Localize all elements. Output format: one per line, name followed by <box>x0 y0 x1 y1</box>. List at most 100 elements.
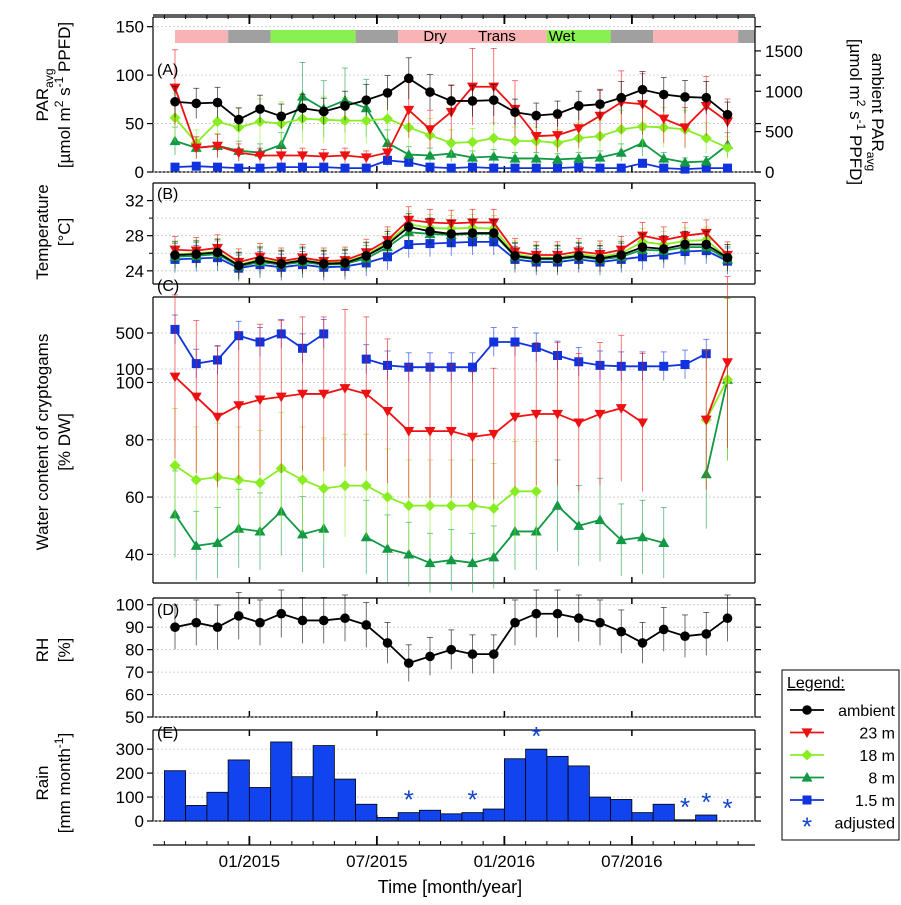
data-point <box>425 651 435 662</box>
data-point <box>530 409 542 420</box>
y2-tick-label: 1000 <box>765 82 803 101</box>
data-point <box>637 242 648 252</box>
x-axis-label: Time [month/year] <box>378 877 522 897</box>
data-point <box>659 163 669 173</box>
data-point <box>467 228 478 238</box>
asterisk-icon: * <box>802 812 812 842</box>
data-point <box>658 244 669 254</box>
season-label-dry: Dry <box>423 28 447 45</box>
data-point <box>170 250 180 260</box>
data-point <box>658 152 670 163</box>
y-tick-label: 60 <box>125 488 144 507</box>
data-point <box>531 110 542 121</box>
data-point <box>212 412 223 423</box>
rain-bar <box>610 799 633 822</box>
adjusted-asterisk: * <box>531 721 541 751</box>
rain-bar <box>418 809 442 822</box>
data-point <box>191 249 202 259</box>
season-bar: Dry Trans Wet <box>175 28 755 45</box>
y-tick-label: 80 <box>125 641 144 660</box>
data-point <box>339 151 351 162</box>
data-point <box>446 229 457 239</box>
data-point <box>212 537 223 548</box>
rain-bar <box>248 787 272 822</box>
data-point <box>446 163 456 173</box>
data-point <box>510 337 520 347</box>
data-point <box>318 389 330 400</box>
data-point <box>276 111 287 122</box>
panel-label: (C) <box>157 278 179 295</box>
season-label-wet: Wet <box>549 28 576 45</box>
legend-marker <box>801 772 813 782</box>
data-point <box>340 613 350 624</box>
y-tick-label: 150 <box>116 18 144 37</box>
data-point <box>212 141 223 152</box>
data-point <box>382 543 393 553</box>
y-tick-label: 50 <box>125 115 144 134</box>
y-axis-label: [µmol m2 s-1 PPFD] <box>52 22 74 168</box>
legend-item-18-m: 18 m <box>790 748 895 765</box>
data-point <box>701 163 711 173</box>
data-point <box>467 500 478 512</box>
data-point <box>552 153 563 164</box>
panel-e-rain: 0 100 200 300 * * * * * * (E) Rain [mm month-1] <box>33 721 761 833</box>
data-point <box>445 137 457 149</box>
data-point <box>403 427 415 437</box>
data-point <box>594 514 606 525</box>
data-point <box>467 557 478 568</box>
data-point <box>276 608 287 619</box>
adjusted-asterisk: * <box>722 793 732 823</box>
legend-label: 23 m <box>859 726 895 743</box>
data-point <box>234 163 244 173</box>
data-point <box>552 608 563 619</box>
y-tick-label: 32 <box>125 192 144 211</box>
legend-title: Legend: <box>787 675 845 692</box>
y-tick-label: 28 <box>125 227 144 246</box>
data-point <box>297 389 308 400</box>
data-point <box>170 162 180 172</box>
legend-label: ambient <box>838 703 895 720</box>
data-point <box>446 644 457 655</box>
data-point <box>658 624 669 635</box>
data-point <box>680 92 690 102</box>
y-tick-label: 100 <box>116 66 144 85</box>
data-point <box>382 491 393 503</box>
data-point <box>680 239 690 250</box>
rain-bar <box>312 745 335 822</box>
data-point <box>659 361 669 371</box>
data-point <box>701 92 712 103</box>
data-point <box>318 615 329 626</box>
data-point <box>680 164 690 174</box>
data-point <box>594 409 606 420</box>
data-point <box>318 106 329 117</box>
data-point <box>424 557 436 568</box>
data-point <box>701 629 712 639</box>
data-point <box>700 415 712 426</box>
y-axis-label: PARavg <box>33 68 56 121</box>
season-label-trans: Trans <box>478 28 516 45</box>
data-point <box>680 631 690 641</box>
data-point <box>573 251 584 261</box>
season-segment-trans <box>355 30 399 43</box>
y-tick-label: 200 <box>116 764 144 783</box>
data-point <box>190 392 202 403</box>
y-tick-label: 60 <box>125 686 144 705</box>
rain-bar <box>206 791 229 822</box>
rain-bar <box>333 778 357 822</box>
legend-item-adjusted: * adjusted <box>802 812 895 842</box>
data-point <box>297 255 308 266</box>
data-point <box>722 252 733 263</box>
data-point <box>360 480 372 492</box>
data-point <box>467 136 478 148</box>
data-point <box>254 477 266 489</box>
y-tick-label: 100 <box>116 373 144 392</box>
season-segment-trans <box>228 30 271 43</box>
data-point <box>255 104 265 114</box>
data-point <box>318 152 330 162</box>
data-point <box>424 150 436 160</box>
x-axis: 01/2015 07/2015 01/2016 07/2016 <box>153 14 755 871</box>
y-tick-label: 0 <box>135 812 144 831</box>
data-point <box>297 103 308 114</box>
series-ambient <box>170 589 733 682</box>
rain-bar <box>525 748 548 822</box>
